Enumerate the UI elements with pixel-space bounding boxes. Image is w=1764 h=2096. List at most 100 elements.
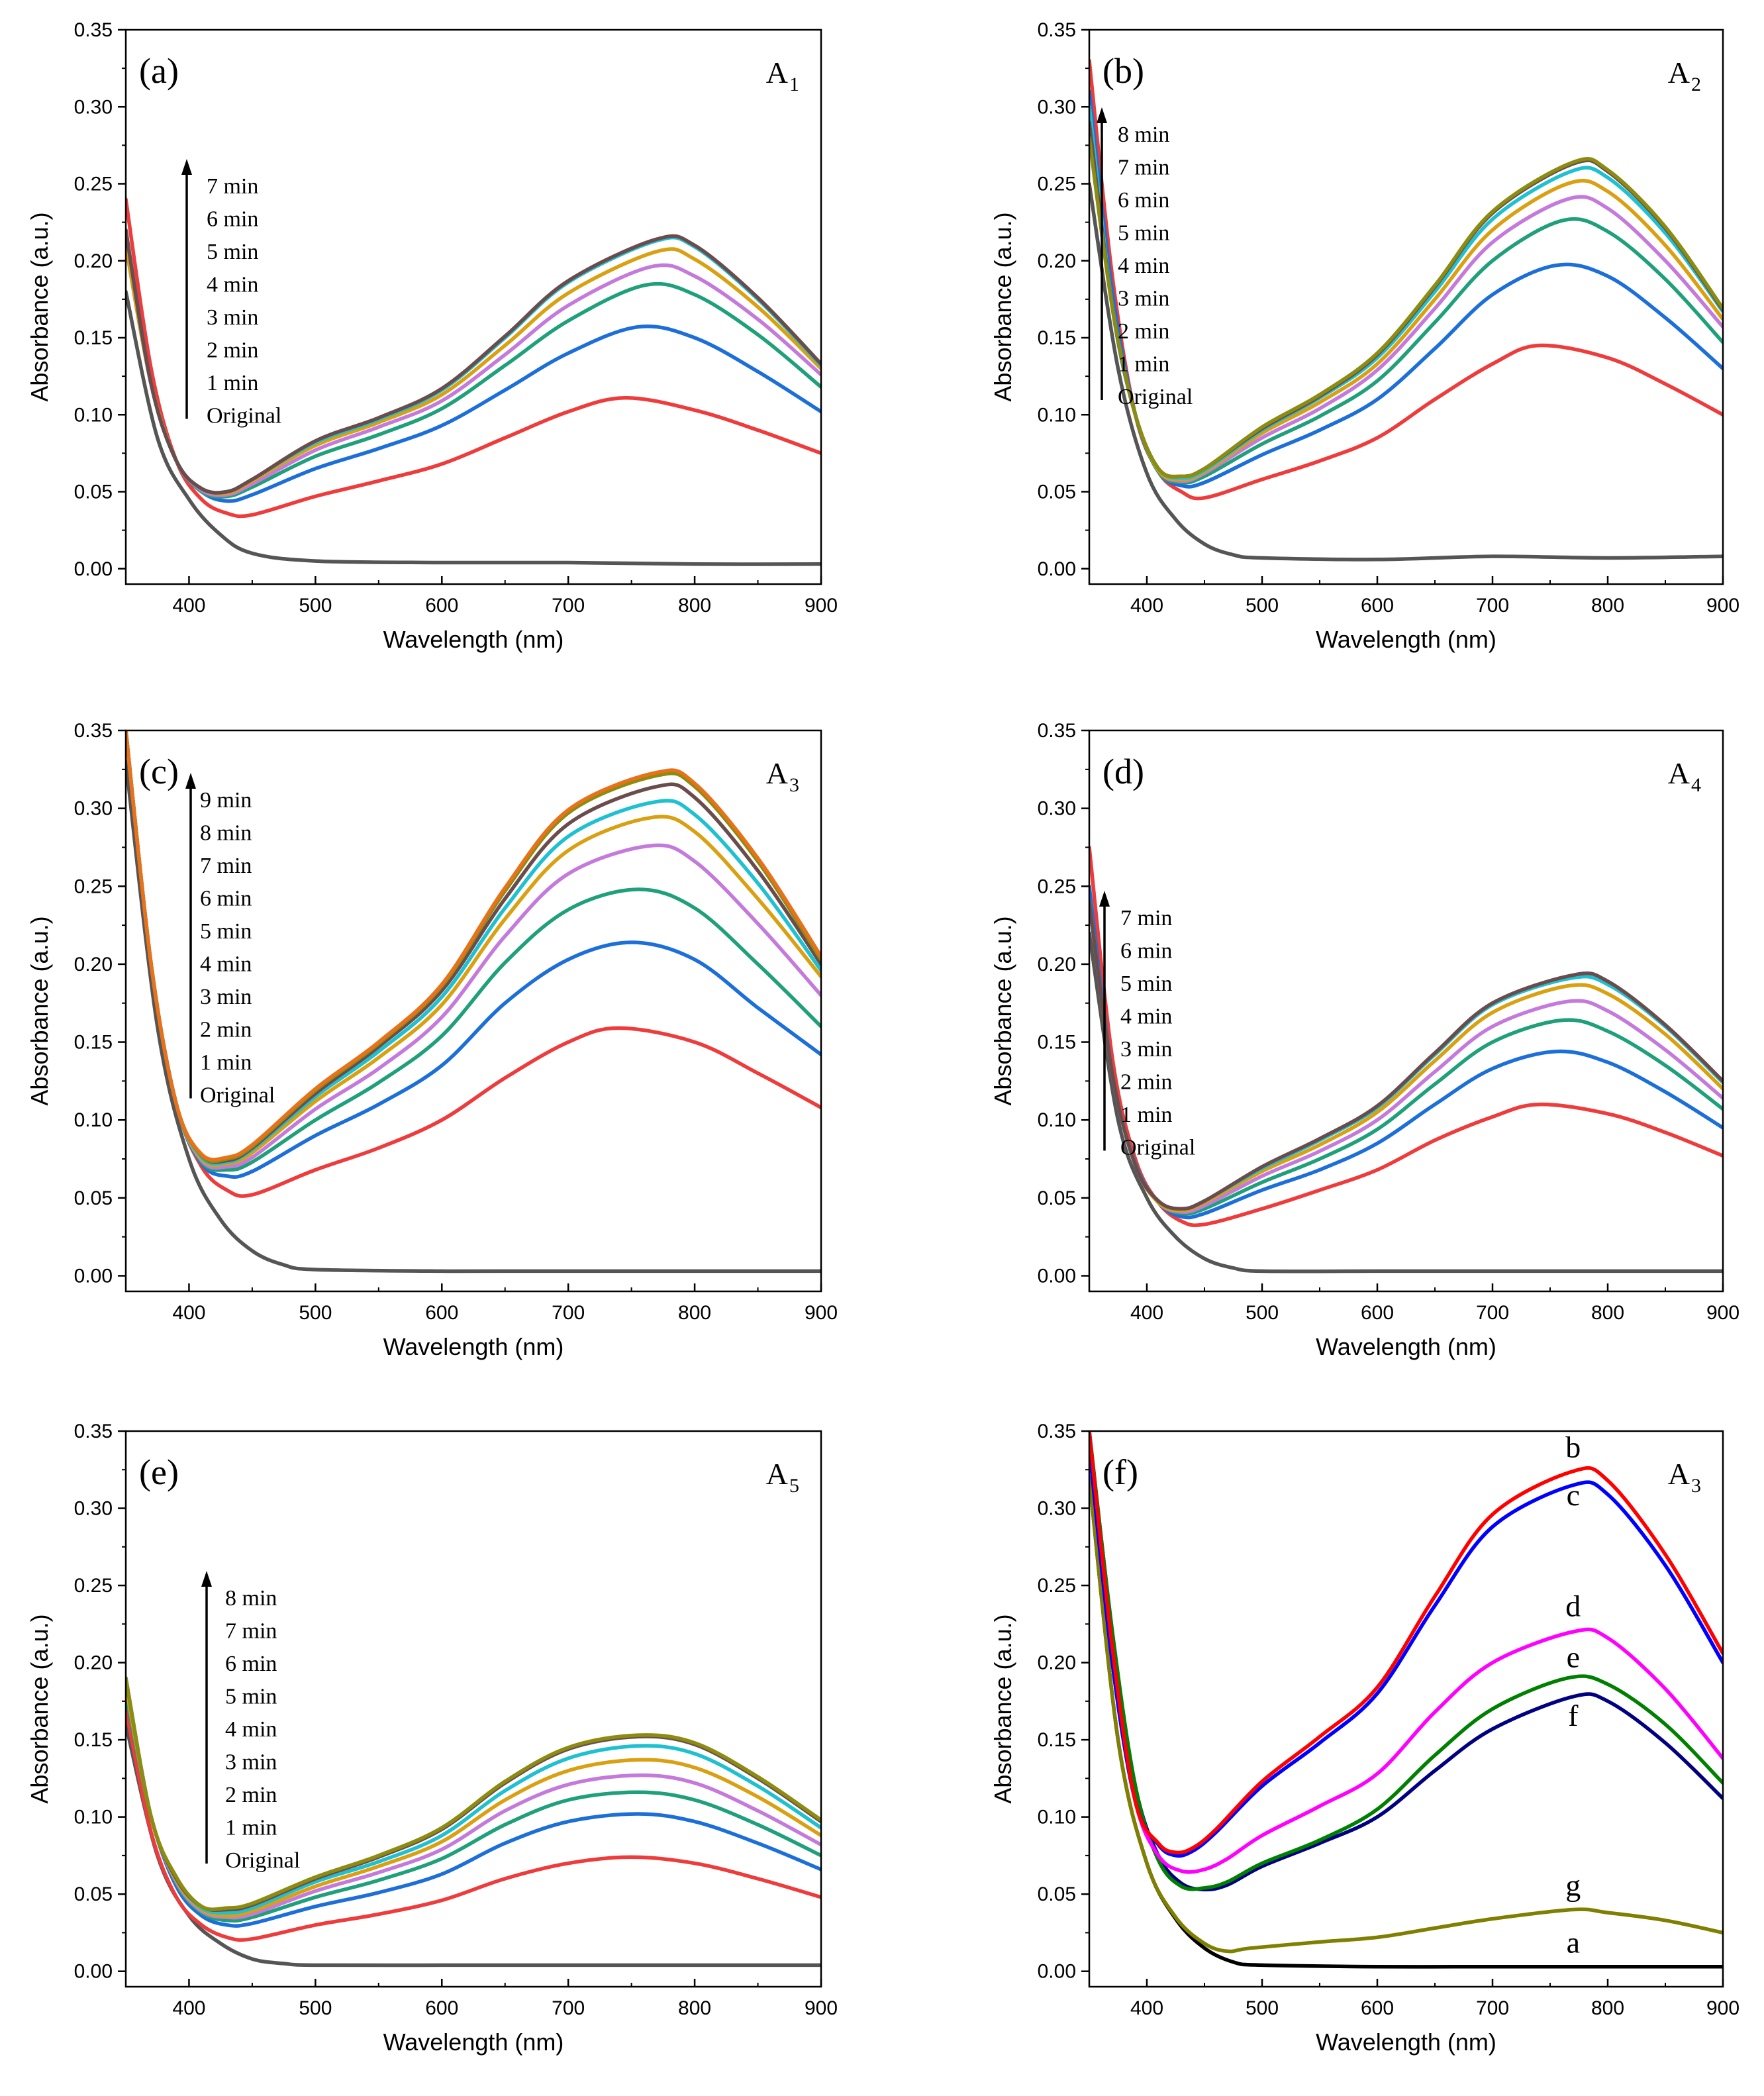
sample-label-subscript: 5 [789, 1475, 799, 1497]
y-tick-label: 0.20 [1038, 250, 1076, 272]
y-tick-label: 0.10 [1038, 1109, 1076, 1131]
series-group [1089, 845, 1723, 1273]
legend-entry: 2 min [225, 1783, 277, 1807]
legend-entry: 5 min [200, 919, 252, 944]
sample-label: A [766, 756, 788, 790]
plot-frame [124, 1430, 822, 1988]
legend-entry: Original [225, 1848, 300, 1873]
y-tick-label: 0.25 [1038, 174, 1076, 195]
legend-entry: 4 min [225, 1717, 277, 1742]
y-tick-label: 0.25 [1038, 875, 1076, 897]
y-tick-label: 0.25 [74, 875, 113, 897]
y-tick-label: 0.00 [74, 558, 113, 580]
x-tick-label: 400 [1130, 1302, 1163, 1324]
plot-frame [124, 28, 822, 585]
y-tick-label: 0.35 [1038, 720, 1076, 742]
x-tick-label: 500 [299, 1997, 332, 2019]
legend-entry: 8 min [200, 821, 252, 846]
y-tick-label: 0.30 [1038, 96, 1076, 118]
series-line-original [1089, 931, 1723, 1273]
series-line-b [1089, 1431, 1723, 1855]
series-line-8-min [1089, 135, 1723, 479]
x-tick-label: 500 [1246, 595, 1279, 617]
y-tick-label: 0.05 [1038, 481, 1076, 503]
y-tick-label: 0.25 [1038, 1575, 1076, 1597]
legend-entry: 7 min [1118, 156, 1169, 180]
series-line-3-min [1089, 105, 1723, 485]
y-tick-label: 0.20 [1038, 1652, 1076, 1674]
series-line-original [126, 760, 821, 1273]
series-group [126, 1676, 821, 1968]
legend-entry: Original [1118, 385, 1193, 409]
y-tick-label: 0.00 [1038, 558, 1076, 580]
x-tick-label: 900 [805, 1997, 838, 2019]
x-tick-label: 400 [1130, 1997, 1163, 2019]
y-axis-title: Absorbance (a.u.) [26, 1614, 53, 1803]
plot-frame [124, 729, 822, 1293]
y-tick-label: 0.15 [1038, 327, 1076, 349]
panel-letter: (a) [139, 51, 179, 91]
series-group [1089, 1431, 1723, 1969]
legend-entry: 7 min [225, 1619, 277, 1644]
y-axis-title: Absorbance (a.u.) [989, 916, 1016, 1105]
x-tick-label: 600 [1361, 1302, 1394, 1324]
y-tick-label: 0.35 [74, 19, 113, 41]
y-tick-label: 0.25 [74, 1575, 113, 1597]
x-tick-label: 700 [552, 1302, 585, 1324]
legend-entry: Original [1120, 1136, 1195, 1160]
x-tick-label: 400 [1130, 595, 1163, 617]
legend-entry: 7 min [200, 854, 252, 878]
legend-entry: 3 min [1118, 287, 1169, 311]
up-arrow-icon [1099, 891, 1110, 907]
curve-label-c: c [1567, 1478, 1580, 1512]
legend-entry: 1 min [1120, 1103, 1172, 1127]
plot-frame [1088, 729, 1724, 1293]
x-tick-label: 600 [425, 595, 458, 617]
x-axis-title: Wavelength (nm) [383, 2028, 564, 2056]
legend-entry: 1 min [1118, 352, 1169, 377]
sample-label-subscript: 2 [1691, 74, 1701, 95]
x-tick-label: 400 [172, 1997, 205, 2019]
legend-entry: 3 min [225, 1750, 277, 1775]
up-arrow-icon [185, 773, 196, 789]
curve-label-d: d [1565, 1589, 1581, 1623]
legend-entry: 4 min [1120, 1005, 1172, 1029]
x-tick-label: 800 [678, 595, 711, 617]
panel-letter: (b) [1102, 51, 1144, 91]
legend-entry: 2 min [1120, 1070, 1172, 1095]
y-tick-label: 0.35 [1038, 1421, 1076, 1442]
y-tick-label: 0.35 [74, 720, 113, 742]
x-axis-title: Wavelength (nm) [1316, 626, 1496, 653]
sample-label-subscript: 1 [789, 74, 799, 95]
y-tick-label: 0.15 [74, 1729, 113, 1751]
y-tick-label: 0.10 [1038, 404, 1076, 426]
y-tick-label: 0.25 [74, 174, 113, 195]
y-axis-title: Absorbance (a.u.) [989, 1614, 1016, 1803]
series-line-7-min [1089, 900, 1723, 1211]
y-tick-label: 0.00 [1038, 1265, 1076, 1287]
y-tick-label: 0.20 [74, 1652, 113, 1674]
y-tick-label: 0.05 [1038, 1187, 1076, 1209]
plot-frame [1088, 28, 1724, 585]
sample-label: A [1668, 1457, 1690, 1491]
legend-entry: 5 min [225, 1685, 277, 1709]
sample-label: A [766, 1457, 788, 1491]
series-line-7-min [1089, 120, 1723, 479]
x-tick-label: 400 [172, 1302, 205, 1324]
x-tick-label: 600 [425, 1997, 458, 2019]
x-tick-label: 500 [299, 595, 332, 617]
y-tick-label: 0.15 [1038, 1032, 1076, 1054]
legend-entry: 7 min [1120, 906, 1172, 930]
x-tick-label: 600 [1361, 1997, 1394, 2019]
panel-d: 400 500 600 700 800 900 0.00 0.05 0.10 0.15 0.20 0.… [989, 720, 1740, 1360]
legend-entry: 3 min [200, 985, 252, 1009]
x-tick-label: 900 [1706, 1302, 1740, 1324]
y-tick-label: 0.20 [74, 954, 113, 975]
series-group [126, 730, 821, 1273]
series-line-5-min [1089, 900, 1723, 1213]
series-line-4-min [1089, 900, 1723, 1214]
y-tick-label: 0.05 [74, 481, 113, 503]
legend-entry: 3 min [207, 305, 258, 330]
series-line-9-min [126, 730, 821, 1162]
y-tick-label: 0.15 [74, 1032, 113, 1054]
